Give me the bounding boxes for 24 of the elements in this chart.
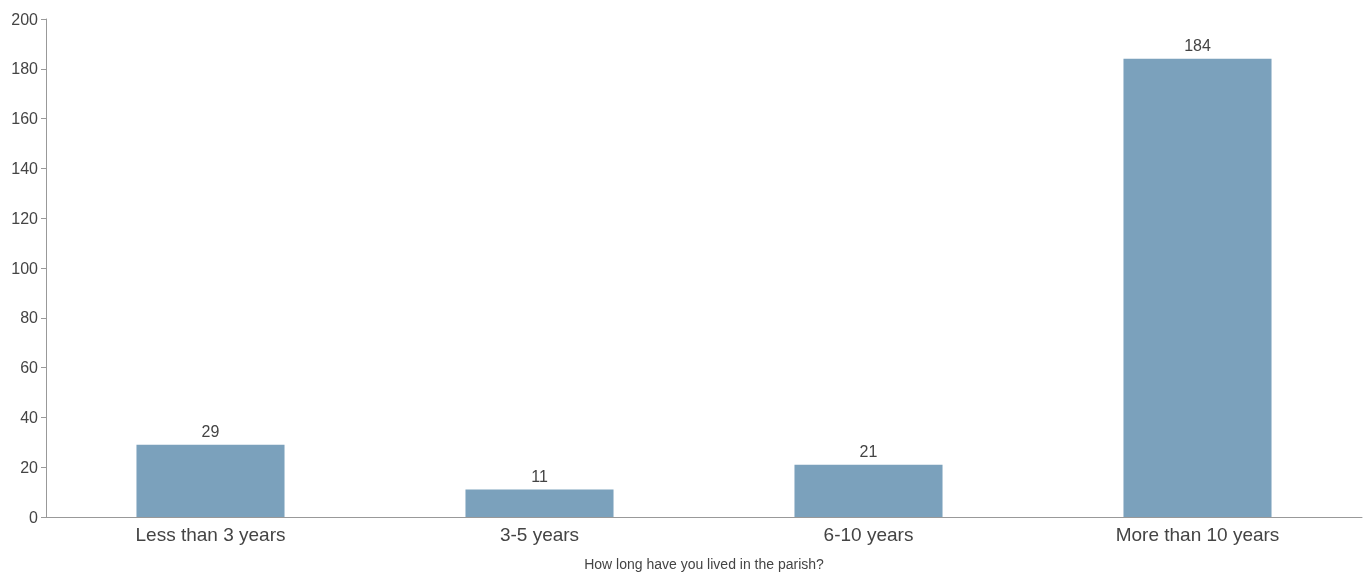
y-tick-label: 200	[11, 10, 39, 28]
bar	[136, 444, 285, 517]
y-tick-label: 0	[29, 508, 39, 526]
y-tick-label: 120	[11, 209, 39, 227]
data-label: 29	[201, 423, 220, 441]
data-label: 21	[859, 443, 878, 461]
y-tick-label: 160	[11, 110, 39, 128]
bar	[1123, 58, 1272, 517]
y-tick-label: 40	[20, 408, 39, 426]
y-tick-label: 100	[11, 259, 39, 277]
y-tick-label: 180	[11, 60, 39, 78]
x-tick-label: Less than 3 years	[135, 524, 286, 545]
y-tick-label: 80	[20, 309, 39, 327]
x-tick-label: More than 10 years	[1115, 524, 1280, 545]
x-tick-label: 6-10 years	[823, 524, 914, 545]
y-tick-label: 60	[20, 359, 39, 377]
bar	[465, 489, 614, 517]
y-tick-label: 140	[11, 159, 39, 177]
x-tick-label: 3-5 years	[499, 524, 580, 545]
data-label: 11	[531, 468, 548, 486]
bar	[794, 464, 943, 517]
data-label: 184	[1184, 37, 1211, 55]
x-axis-title: How long have you lived in the parish?	[584, 556, 825, 572]
y-tick-label: 20	[20, 458, 39, 476]
